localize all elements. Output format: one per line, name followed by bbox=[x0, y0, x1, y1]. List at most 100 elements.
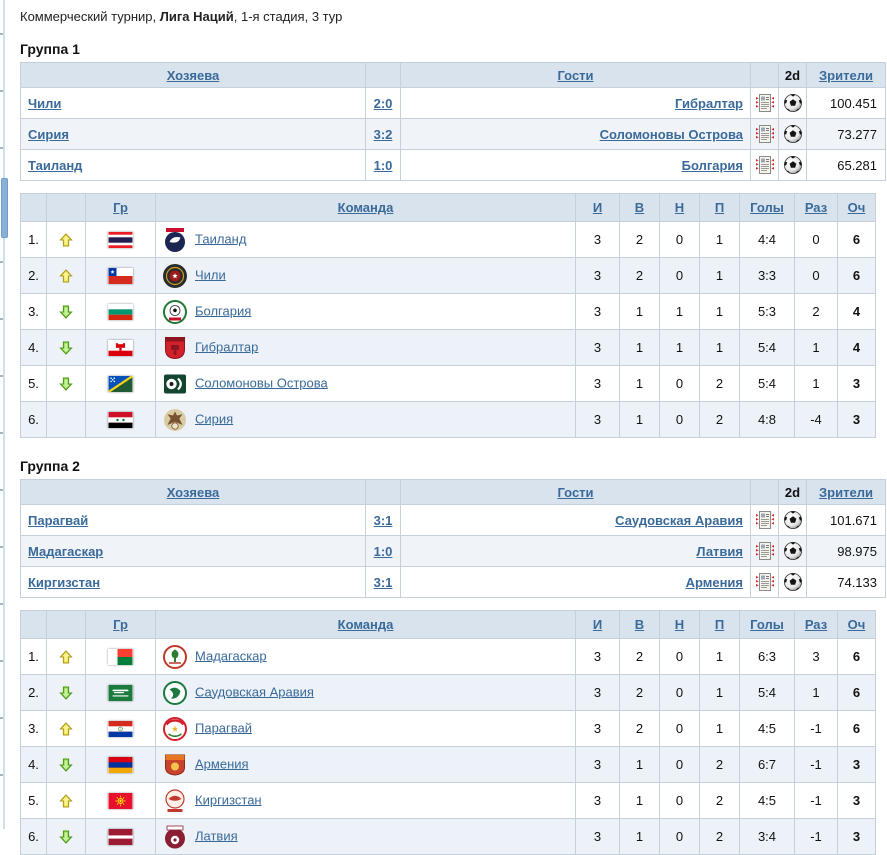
guest-team-link[interactable]: Болгария bbox=[681, 157, 743, 173]
team-link[interactable]: Сирия bbox=[195, 410, 234, 426]
losses-column-header[interactable]: П bbox=[714, 617, 725, 632]
match-report-icon[interactable] bbox=[756, 541, 774, 561]
host-team-link[interactable]: Сирия bbox=[28, 126, 69, 142]
points-value: 6 bbox=[837, 710, 876, 747]
host-team-link[interactable]: Таиланд bbox=[28, 157, 83, 173]
soccer-ball-icon[interactable] bbox=[783, 124, 803, 144]
down-arrow-green-icon bbox=[59, 830, 73, 844]
losses-value: 1 bbox=[699, 221, 740, 258]
team-column-header[interactable]: Команда bbox=[337, 200, 394, 215]
guest-team-link[interactable]: Армения bbox=[685, 574, 743, 590]
guests-column-header[interactable]: Гости bbox=[557, 484, 594, 500]
match-row: Сирия 3:2 Соломоновы Острова 73.277 bbox=[20, 118, 886, 150]
team-link[interactable]: Соломоновы Острова bbox=[195, 374, 328, 390]
match-report-icon[interactable] bbox=[756, 124, 774, 144]
team-link[interactable]: Латвия bbox=[195, 827, 238, 843]
score-link[interactable]: 3:2 bbox=[373, 126, 393, 142]
wins-value: 1 bbox=[619, 746, 660, 783]
group-2-results-table: Хозяева Гости 2d Зрители Парагвай 3:1 Са… bbox=[20, 479, 886, 598]
games-value: 3 bbox=[575, 293, 620, 330]
flag-column-header[interactable]: Гр bbox=[113, 617, 128, 632]
score-link[interactable]: 3:1 bbox=[373, 512, 393, 528]
match-report-icon[interactable] bbox=[756, 155, 774, 175]
hosts-column-header[interactable]: Хозяева bbox=[166, 484, 220, 500]
points-value: 4 bbox=[837, 329, 876, 366]
team-link[interactable]: Чили bbox=[195, 266, 226, 282]
goals-value: 3:4 bbox=[739, 818, 795, 855]
goals-column-header[interactable]: Голы bbox=[750, 617, 784, 632]
soccer-ball-icon[interactable] bbox=[783, 155, 803, 175]
team-link[interactable]: Мадагаскар bbox=[195, 647, 267, 663]
diff-value: 3 bbox=[794, 638, 838, 675]
guests-column-header[interactable]: Гости bbox=[557, 67, 594, 83]
page-title: Коммерческий турнир, Лига Наций, 1-я ста… bbox=[20, 9, 343, 24]
losses-value: 1 bbox=[699, 257, 740, 294]
points-column-header[interactable]: Оч bbox=[847, 200, 866, 215]
points-value: 3 bbox=[837, 365, 876, 402]
wins-value: 2 bbox=[619, 221, 660, 258]
draws-value: 0 bbox=[659, 674, 700, 711]
soccer-ball-icon[interactable] bbox=[783, 93, 803, 113]
trend-column-header bbox=[46, 193, 86, 222]
team-logo-bulgaria-icon bbox=[162, 299, 188, 325]
host-team-link[interactable]: Киргизстан bbox=[28, 574, 101, 590]
soccer-ball-icon[interactable] bbox=[783, 510, 803, 530]
up-arrow-yellow-icon bbox=[59, 794, 73, 808]
guest-team-link[interactable]: Соломоновы Острова bbox=[599, 126, 743, 142]
rank: 2. bbox=[20, 674, 47, 711]
guest-team-link[interactable]: Саудовская Аравия bbox=[615, 512, 743, 528]
diff-column-header[interactable]: Раз bbox=[804, 617, 828, 632]
hosts-column-header[interactable]: Хозяева bbox=[166, 67, 220, 83]
soccer-ball-icon[interactable] bbox=[783, 541, 803, 561]
match-row: Таиланд 1:0 Болгария 65.281 bbox=[20, 149, 886, 181]
draws-value: 0 bbox=[659, 782, 700, 819]
team-link[interactable]: Саудовская Аравия bbox=[195, 683, 314, 699]
scrollbar-thumb[interactable] bbox=[1, 178, 8, 238]
guest-team-link[interactable]: Гибралтар bbox=[674, 95, 743, 111]
losses-value: 2 bbox=[699, 401, 740, 438]
match-report-icon[interactable] bbox=[756, 93, 774, 113]
score-link[interactable]: 2:0 bbox=[373, 95, 393, 111]
points-value: 6 bbox=[837, 221, 876, 258]
team-link[interactable]: Армения bbox=[195, 755, 249, 771]
match-report-icon[interactable] bbox=[756, 510, 774, 530]
host-team-link[interactable]: Мадагаскар bbox=[28, 543, 104, 559]
goals-value: 4:5 bbox=[739, 710, 795, 747]
spectators-column-header[interactable]: Зрители bbox=[819, 67, 873, 83]
guest-team-link[interactable]: Латвия bbox=[696, 543, 743, 559]
team-link[interactable]: Таиланд bbox=[195, 230, 247, 246]
soccer-ball-icon[interactable] bbox=[783, 572, 803, 592]
standings-row: 6. Латвия 3 1 0 2 3:4 -1 3 bbox=[20, 818, 876, 855]
team-link[interactable]: Парагвай bbox=[195, 719, 253, 735]
flag-column-header[interactable]: Гр bbox=[113, 200, 128, 215]
points-value: 6 bbox=[837, 638, 876, 675]
points-column-header[interactable]: Оч bbox=[847, 617, 866, 632]
goals-column-header[interactable]: Голы bbox=[750, 200, 784, 215]
wins-column-header[interactable]: В bbox=[634, 200, 645, 215]
games-column-header[interactable]: И bbox=[592, 200, 603, 215]
trend-column-header bbox=[46, 610, 86, 639]
host-team-link[interactable]: Парагвай bbox=[28, 512, 89, 528]
games-column-header[interactable]: И bbox=[592, 617, 603, 632]
score-link[interactable]: 3:1 bbox=[373, 574, 393, 590]
standings-row: 1. Мадагаскар 3 2 0 1 6:3 3 6 bbox=[20, 638, 876, 675]
team-link[interactable]: Киргизстан bbox=[195, 791, 262, 807]
team-link[interactable]: Болгария bbox=[195, 302, 252, 318]
wins-column-header[interactable]: В bbox=[634, 617, 645, 632]
flag-gibraltar-icon bbox=[108, 339, 133, 356]
host-team-link[interactable]: Чили bbox=[28, 95, 62, 111]
rank: 6. bbox=[20, 818, 47, 855]
draws-column-header[interactable]: Н bbox=[674, 200, 685, 215]
score-link[interactable]: 1:0 bbox=[373, 157, 393, 173]
match-report-icon[interactable] bbox=[756, 572, 774, 592]
team-column-header[interactable]: Команда bbox=[337, 617, 394, 632]
spectators-column-header[interactable]: Зрители bbox=[819, 484, 873, 500]
score-link[interactable]: 1:0 bbox=[373, 543, 393, 559]
draws-column-header[interactable]: Н bbox=[674, 617, 685, 632]
losses-column-header[interactable]: П bbox=[714, 200, 725, 215]
games-value: 3 bbox=[575, 365, 620, 402]
team-link[interactable]: Гибралтар bbox=[195, 338, 259, 354]
diff-column-header[interactable]: Раз bbox=[804, 200, 828, 215]
flag-kyrgyzstan-icon bbox=[108, 792, 133, 809]
points-value: 6 bbox=[837, 674, 876, 711]
